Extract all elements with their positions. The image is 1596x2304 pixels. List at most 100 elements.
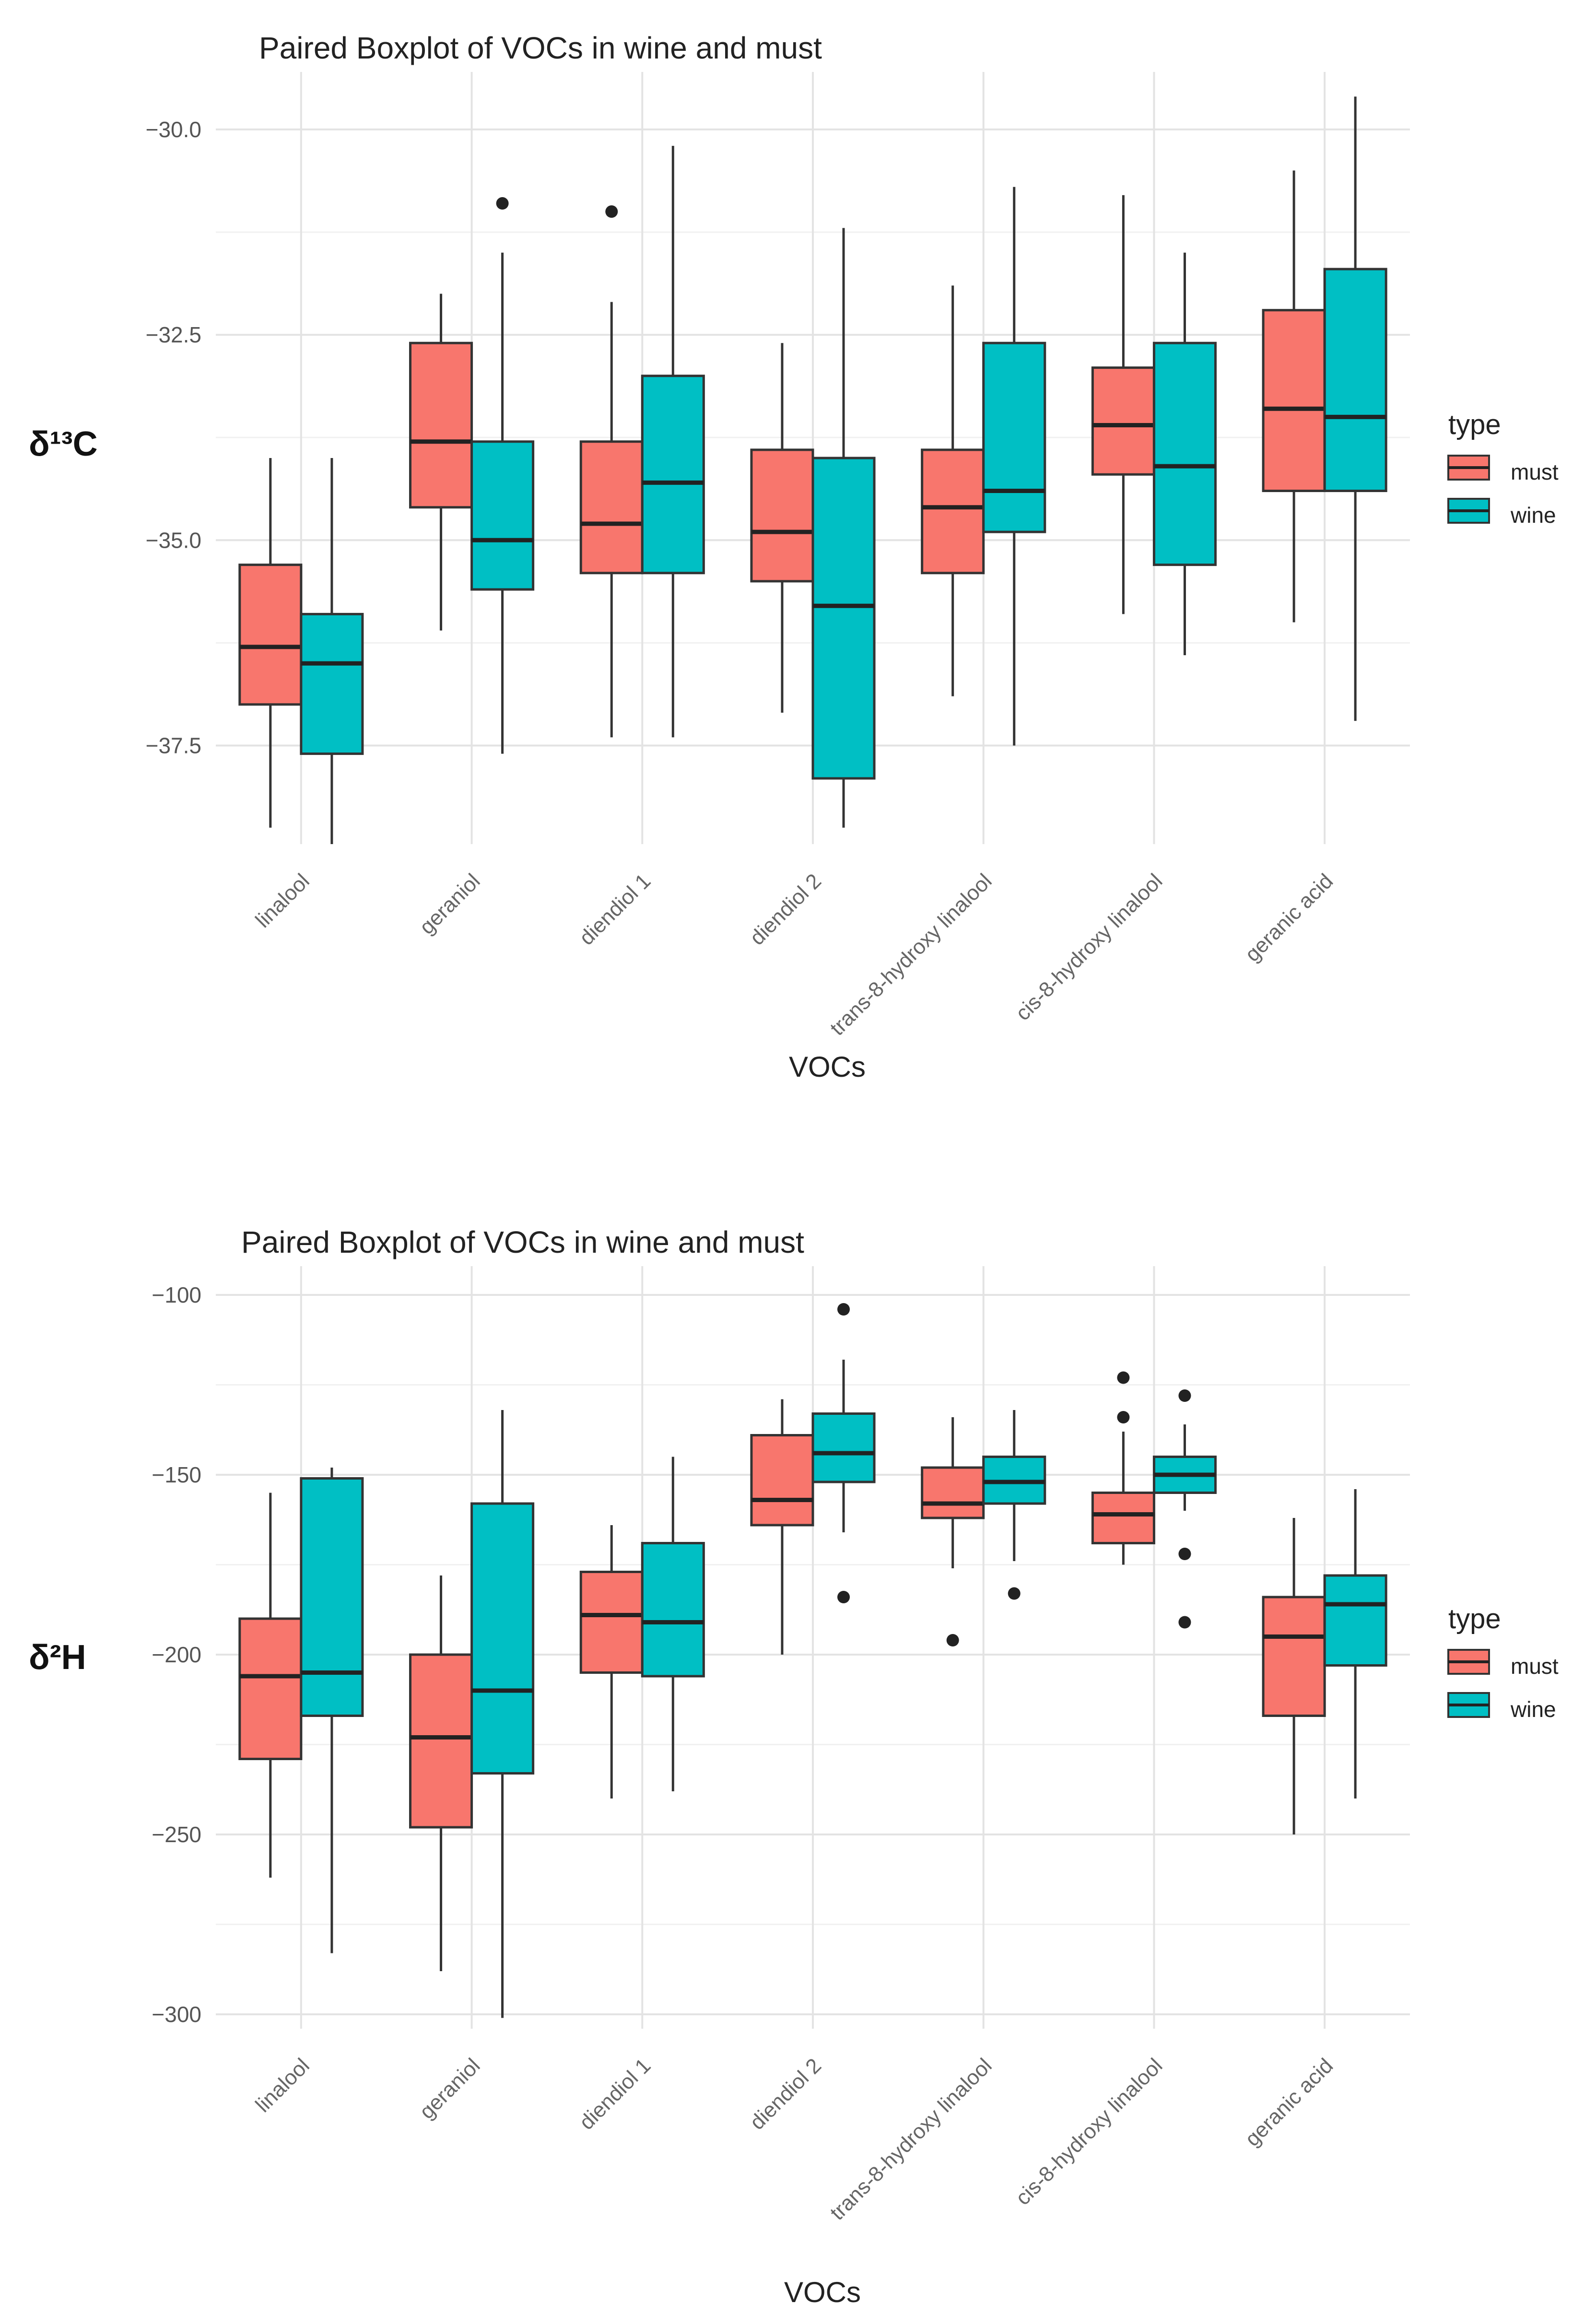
box-must-diendiol-2 [750,343,814,713]
box-must-diendiol-1 [579,205,644,738]
box-wine-cis-8-hydroxy-linalool [1152,252,1217,656]
box-wine-trans-8-hydroxy-linalool [982,1410,1046,1600]
chart-title: Paired Boxplot of VOCs in wine and must [259,31,822,65]
box-wine-geraniol [470,197,535,754]
series-wine [300,96,1387,844]
box-iqr [1323,268,1387,493]
x-tick-label: geraniol [415,869,484,939]
box-must-geranic-acid [1262,1518,1326,1834]
box-must-linalool [238,458,303,828]
legend-title: type [1448,409,1501,440]
box-must-geranic-acid [1262,170,1326,623]
chart-d13c: Paired Boxplot of VOCs in wine and must … [29,31,1559,1083]
x-tick-label: diendiol 2 [745,2054,826,2134]
box-iqr [470,440,535,591]
x-tick-label: diendiol 1 [575,2054,656,2134]
box-iqr [1091,1492,1155,1544]
box-wine-geranic-acid [1323,96,1387,721]
legend-label-wine: wine [1510,503,1556,528]
x-tick-label: diendiol 1 [575,869,656,950]
series-wine [300,1303,1387,2018]
box-iqr [238,1617,303,1760]
box-must-trans-8-hydroxy-linalool [921,1417,985,1646]
y-tick-label: −37.5 [146,733,201,758]
x-tick-label: diendiol 2 [745,869,826,950]
box-must-cis-8-hydroxy-linalool [1091,1371,1155,1565]
x-tick-label: linalool [251,2054,314,2117]
box-iqr [982,341,1046,533]
outlier-point [946,1634,959,1646]
y-tick-label: −35.0 [146,528,201,552]
x-tick-label: trans-8-hydroxy linalool [825,2054,996,2224]
legend-keys [1447,455,1490,524]
box-wine-geraniol [470,1410,535,2018]
y-tick-label: −32.5 [146,322,201,347]
box-must-cis-8-hydroxy-linalool [1091,195,1155,614]
box-wine-cis-8-hydroxy-linalool [1152,1389,1217,1629]
x-tick-label: geranic acid [1241,869,1338,966]
x-tick-label: geranic acid [1241,2054,1338,2151]
y-tick-label: −100 [152,1282,201,1307]
outlier-point [605,205,618,218]
outlier-point [1008,1587,1021,1600]
y-axis-label: δ¹³C [29,425,98,463]
chart-d2h: Paired Boxplot of VOCs in wine and must … [29,1225,1559,2304]
x-tick-label: linalool [251,869,314,932]
box-must-diendiol-1 [579,1525,644,1799]
y-tick-label: −150 [152,1462,201,1487]
box-iqr [1091,366,1155,476]
box-must-geraniol [409,294,473,631]
series-must [238,170,1326,828]
box-wine-geranic-acid [1323,1489,1387,1799]
box-iqr [409,1653,473,1829]
box-must-geraniol [409,1575,473,1971]
outlier-point [837,1591,850,1603]
legend-key-must [1447,1649,1490,1675]
box-wine-linalool [300,458,364,844]
legend-label-must: must [1511,1654,1559,1679]
box-iqr [811,1412,876,1483]
outlier-point [1117,1411,1130,1423]
box-iqr [641,1542,705,1678]
outlier-point [1178,1548,1191,1560]
x-tick-label: geraniol [415,2054,484,2123]
box-iqr [300,612,364,755]
box-iqr [579,1571,644,1674]
outlier-point [1178,1616,1191,1629]
box-iqr [1152,341,1217,566]
box-must-linalool [238,1493,303,1878]
box-wine-trans-8-hydroxy-linalool [982,187,1046,746]
box-iqr [1262,309,1326,493]
box-iqr [300,1477,364,1717]
grid [216,1266,1410,2029]
legend-title: type [1448,1603,1501,1634]
y-axis-label: δ²H [29,1638,86,1677]
outlier-point [1178,1389,1191,1402]
legend-key-wine [1447,498,1490,524]
box-must-diendiol-2 [750,1399,814,1655]
x-axis-label: VOCs [789,1051,866,1083]
box-iqr [811,457,876,780]
box-iqr [409,341,473,509]
y-tick-label: −200 [152,1642,201,1667]
outlier-point [496,197,509,210]
x-tick-label: trans-8-hydroxy linalool [825,869,996,1040]
box-iqr [238,564,303,706]
box-iqr [921,1466,985,1519]
box-iqr [470,1502,535,1775]
legend-key-must [1447,455,1490,481]
y-tick-label: −30.0 [146,117,201,142]
legend-key-wine [1447,1692,1490,1718]
legend-keys [1447,1649,1490,1718]
outlier-point [837,1303,850,1316]
box-iqr [750,1434,814,1527]
box-iqr [921,448,985,575]
x-tick-label: cis-8-hydroxy linalool [1011,869,1167,1025]
box-wine-linalool [300,1468,364,1953]
box-must-trans-8-hydroxy-linalool [921,285,985,696]
box-wine-diendiol-1 [641,1457,705,1791]
box-iqr [1323,1574,1387,1667]
box-iqr [750,448,814,583]
legend-label-must: must [1511,459,1559,484]
